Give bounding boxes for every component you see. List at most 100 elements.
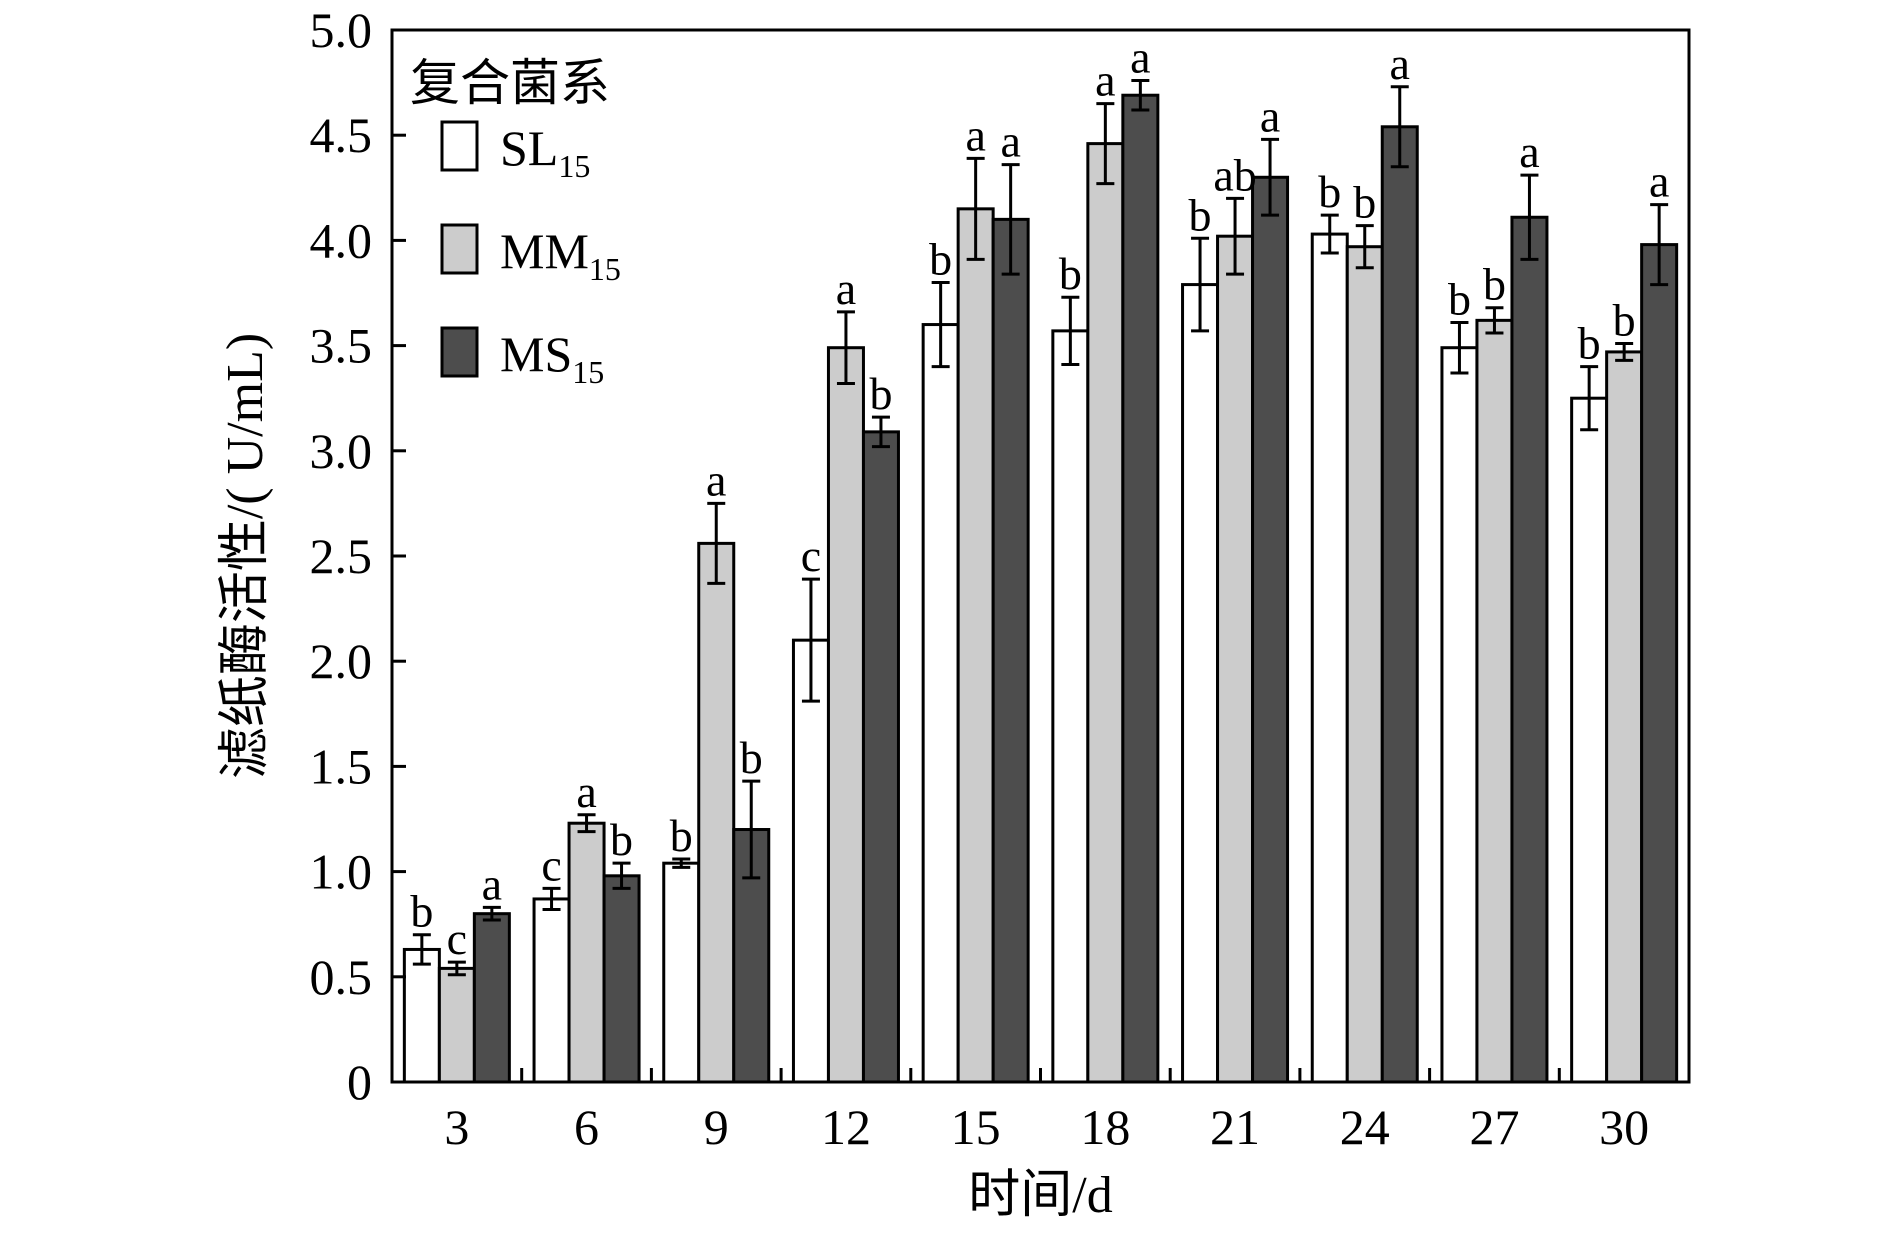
legend-label-SL15: SL15	[500, 120, 590, 184]
bar-SL15-15	[921, 323, 960, 1084]
bar-MM15-24	[1345, 245, 1384, 1084]
legend-label-subscript: 15	[589, 251, 621, 287]
y-tick-label: 5.0	[310, 2, 373, 58]
significance-label-SL15-12: c	[801, 530, 821, 581]
error-bars-layer	[412, 78, 1669, 977]
y-tick-label: 2.5	[310, 528, 373, 584]
legend-title: 复合菌系	[410, 55, 610, 111]
x-tick-label: 24	[1340, 1099, 1390, 1155]
bar-MM15-12	[826, 346, 865, 1084]
legend-label-subscript: 15	[572, 354, 604, 390]
x-tick-label: 15	[951, 1099, 1001, 1155]
bar-MS15-27	[1510, 215, 1549, 1084]
significance-label-MM15-9: a	[706, 454, 726, 505]
significance-label-MM15-12: a	[836, 263, 856, 314]
significance-label-MM15-15: a	[965, 109, 985, 160]
y-tick-label: 0.5	[310, 949, 373, 1005]
x-tick-label: 6	[574, 1099, 599, 1155]
significance-label-SL15-21: b	[1189, 189, 1212, 240]
y-tick-label: 2.0	[310, 633, 373, 689]
bar-MM15-15	[956, 207, 995, 1084]
significance-label-SL15-27: b	[1448, 273, 1471, 324]
significance-label-SL15-24: b	[1318, 166, 1341, 217]
y-axis-title: 滤纸酶活性/( U/mL)	[217, 333, 274, 779]
bar-MS15-21	[1251, 175, 1290, 1084]
legend-label-MS15: MS15	[500, 326, 604, 390]
significance-label-SL15-15: b	[929, 233, 952, 284]
bar-MM15-9	[697, 541, 736, 1084]
bar-MS15-18	[1121, 93, 1160, 1084]
bar-SL15-9	[662, 861, 701, 1084]
bar-MS15-15	[991, 217, 1030, 1084]
significance-label-MS15-6: b	[610, 814, 633, 865]
significance-label-SL15-9: b	[670, 810, 693, 861]
y-tick-label: 3.5	[310, 318, 373, 374]
legend-label-main: SL	[500, 120, 558, 176]
y-tick-label: 3.0	[310, 423, 373, 479]
significance-label-MS15-30: a	[1649, 156, 1669, 207]
bar-SL15-12	[791, 638, 830, 1084]
significance-label-MM15-24: b	[1353, 177, 1376, 228]
legend-label-main: MM	[500, 223, 589, 279]
bar-MS15-3	[472, 912, 511, 1084]
bar-SL15-18	[1051, 329, 1090, 1084]
significance-label-MS15-21: a	[1260, 90, 1280, 141]
x-tick-label: 27	[1469, 1099, 1519, 1155]
y-tick-label: 1.0	[310, 844, 373, 900]
bar-MM15-6	[567, 821, 606, 1084]
significance-label-SL15-18: b	[1059, 248, 1082, 299]
significance-label-SL15-30: b	[1578, 318, 1601, 369]
significance-label-MM15-3: c	[447, 913, 467, 964]
significance-label-MM15-18: a	[1095, 55, 1115, 106]
bar-MM15-30	[1605, 350, 1644, 1084]
legend-swatch-MS15	[440, 326, 479, 378]
significance-label-MM15-6: a	[576, 766, 596, 817]
x-axis-title: 时间/d	[968, 1167, 1112, 1224]
significance-label-MS15-3: a	[482, 858, 502, 909]
bar-SL15-3	[402, 947, 441, 1084]
significance-label-MS15-12: b	[869, 368, 892, 419]
legend-label-MM15: MM15	[500, 223, 621, 287]
x-tick-label: 21	[1210, 1099, 1260, 1155]
significance-label-MM15-21: ab	[1213, 149, 1256, 200]
significance-label-MS15-9: b	[740, 732, 763, 783]
significance-label-MS15-18: a	[1130, 31, 1150, 82]
axes-layer: 0 0.5 1.0 1.5 2.0 2.5 3.0 3.5 4.0 4.5 5.0 3 6 9 12 15 18…	[310, 2, 1691, 1155]
significance-label-MS15-15: a	[1000, 116, 1020, 167]
significance-label-MM15-30: b	[1613, 294, 1636, 345]
y-tick-label: 4.0	[310, 212, 373, 268]
x-tick-label: 18	[1080, 1099, 1130, 1155]
bars-layer	[402, 93, 1679, 1084]
bar-MM15-27	[1475, 318, 1514, 1084]
x-tick-label: 12	[821, 1099, 871, 1155]
legend-label-subscript: 15	[558, 148, 590, 184]
x-tick-label: 9	[704, 1099, 729, 1155]
legend-label-main: MS	[500, 326, 572, 382]
x-tick-label: 3	[444, 1099, 469, 1155]
bar-SL15-27	[1440, 346, 1479, 1084]
y-tick-label: 0	[347, 1054, 372, 1110]
bar-SL15-30	[1570, 396, 1609, 1084]
bar-MS15-6	[602, 874, 641, 1084]
significance-label-MM15-27: b	[1483, 259, 1506, 310]
significance-label-SL15-6: c	[541, 839, 561, 890]
bar-MS15-12	[861, 430, 900, 1084]
bar-MS15-24	[1380, 125, 1419, 1084]
bar-SL15-24	[1310, 232, 1349, 1084]
significance-label-SL15-3: b	[410, 886, 433, 937]
significance-label-MS15-27: a	[1519, 126, 1539, 177]
y-tick-label: 1.5	[310, 738, 373, 794]
bar-MM15-3	[437, 966, 476, 1084]
y-tick-label: 4.5	[310, 107, 373, 163]
bar-MM15-18	[1086, 142, 1125, 1084]
bar-MS15-30	[1640, 243, 1679, 1084]
bar-SL15-21	[1181, 283, 1220, 1084]
x-tick-label: 30	[1599, 1099, 1649, 1155]
bar-SL15-6	[532, 897, 571, 1084]
significance-label-MS15-24: a	[1390, 38, 1410, 89]
